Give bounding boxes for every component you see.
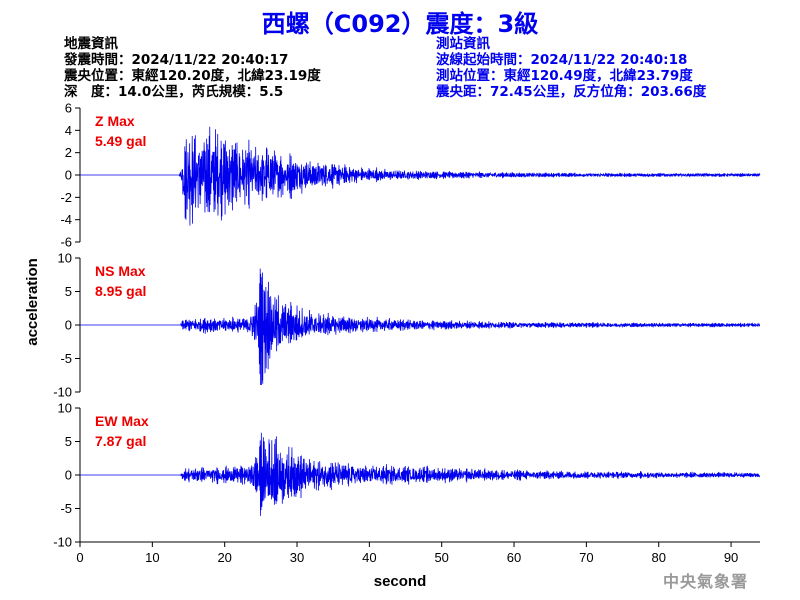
z-y-tick-label: 4 [65,123,72,138]
ns-y-tick-label: -10 [53,385,72,400]
ew-y-tick-label: -5 [60,501,72,516]
y-axis-title: acceleration [24,258,41,346]
station-location: 測站位置：東經120.49度，北緯23.79度 [436,68,693,84]
x-tick-label: 50 [434,550,448,565]
ew-y-tick-label: 0 [65,468,72,483]
ns-max-value: 8.95 gal [95,283,146,299]
ew-y-tick-label: 10 [58,401,72,416]
ns-y-tick-label: -5 [60,351,72,366]
ew-max-value: 7.87 gal [95,433,146,449]
x-tick-label: 10 [145,550,159,565]
z-y-tick-label: -2 [60,190,72,205]
earthquake-info: 地震資訊 發震時間：2024/11/22 20:40:17 震央位置：東經120… [64,36,321,100]
ew-y-tick-label: 5 [65,434,72,449]
ns-y-tick-label: 5 [65,284,72,299]
epicentral-distance: 震央距：72.45公里，反方位角：203.66度 [436,84,707,100]
ns-max-label: NS Max [95,263,146,279]
earthquake-info-heading: 地震資訊 [64,36,118,52]
earthquake-time: 發震時間：2024/11/22 20:40:17 [64,52,289,68]
x-tick-label: 70 [579,550,593,565]
station-info-heading: 測站資訊 [436,36,490,52]
epicenter-location: 震央位置：東經120.20度，北緯23.19度 [64,68,321,84]
ew-max-label: EW Max [95,413,149,429]
z-y-tick-label: 0 [65,168,72,183]
x-tick-label: 0 [76,550,83,565]
ew-y-tick-label: -10 [53,535,72,550]
page-title: 西螺（C092）震度：3級 [261,10,539,38]
depth-magnitude: 深 度：14.0公里，芮氏規模：5.5 [64,84,284,100]
x-tick-label: 90 [724,550,738,565]
x-tick-label: 20 [217,550,231,565]
ns-y-tick-label: 10 [58,251,72,266]
station-info: 測站資訊 波線起始時間：2024/11/22 20:40:18 測站位置：東經1… [436,36,706,100]
x-tick-label: 80 [651,550,665,565]
z-max-label: Z Max [95,113,135,129]
ns-trace-line [80,268,761,385]
z-trace-line [80,126,761,226]
z-y-tick-label: -4 [60,212,72,227]
x-tick-label: 60 [507,550,521,565]
agency-credit: 中央氣象署 [662,572,748,591]
z-y-tick-label: -6 [60,235,72,250]
z-max-value: 5.49 gal [95,133,146,149]
z-y-tick-label: 6 [65,101,72,116]
ew-trace-line [80,432,761,516]
ns-y-tick-label: 0 [65,318,72,333]
x-tick-label: 40 [362,550,376,565]
x-axis-title: second [374,573,427,590]
wave-start-time: 波線起始時間：2024/11/22 20:40:18 [436,52,688,68]
x-tick-label: 30 [290,550,304,565]
z-y-tick-label: 2 [65,145,72,160]
